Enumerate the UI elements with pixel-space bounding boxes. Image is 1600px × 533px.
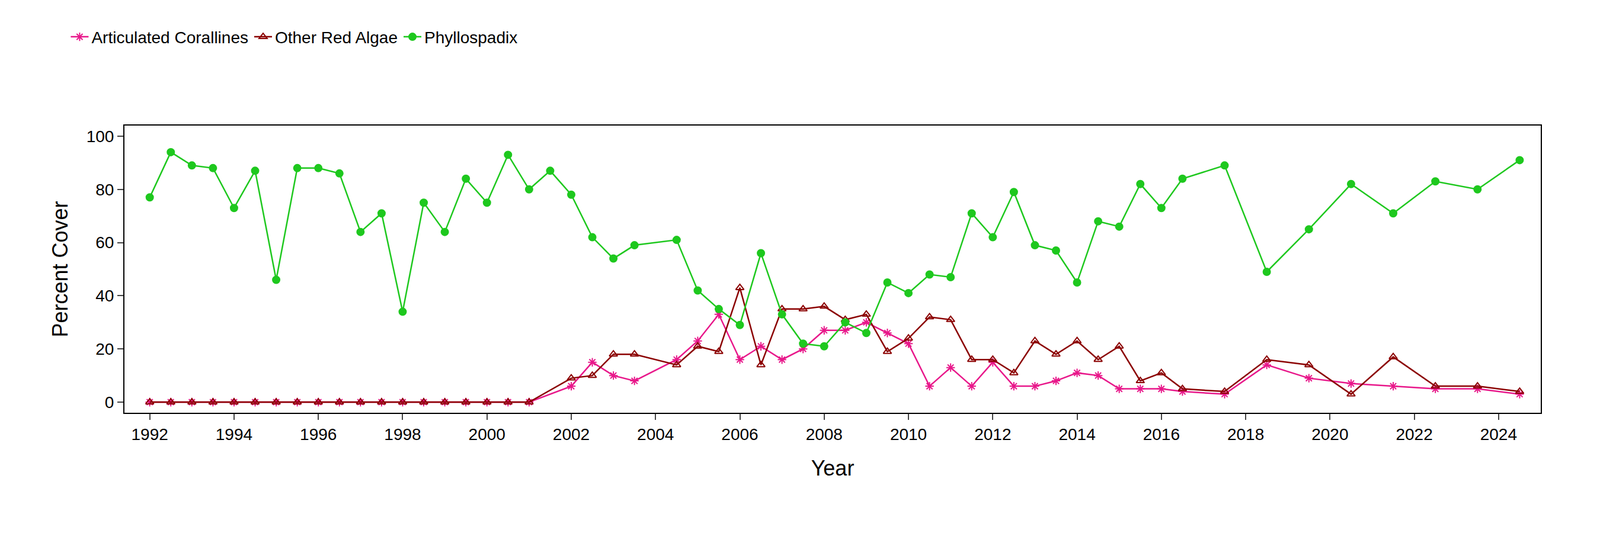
svg-text:1994: 1994	[215, 425, 253, 444]
svg-text:60: 60	[95, 233, 114, 252]
svg-text:2024: 2024	[1480, 425, 1518, 444]
svg-text:2022: 2022	[1395, 425, 1433, 444]
svg-text:2012: 2012	[974, 425, 1011, 444]
svg-text:2006: 2006	[721, 425, 758, 444]
svg-text:1996: 1996	[299, 425, 337, 444]
svg-text:2004: 2004	[637, 425, 674, 444]
svg-text:Other Red Algae: Other Red Algae	[274, 28, 398, 47]
svg-text:100: 100	[86, 127, 115, 146]
svg-text:80: 80	[95, 180, 114, 200]
svg-text:0: 0	[104, 393, 115, 412]
svg-text:2016: 2016	[1143, 425, 1180, 444]
svg-text:2010: 2010	[890, 425, 927, 444]
svg-text:2020: 2020	[1311, 425, 1349, 444]
svg-text:2008: 2008	[805, 425, 843, 444]
svg-text:40: 40	[95, 286, 114, 306]
svg-text:Articulated Corallines: Articulated Corallines	[91, 28, 249, 47]
svg-text:2002: 2002	[552, 425, 590, 444]
svg-text:Year: Year	[811, 456, 855, 481]
svg-text:2018: 2018	[1227, 425, 1264, 444]
svg-text:Percent Cover: Percent Cover	[48, 200, 73, 338]
svg-text:2000: 2000	[468, 425, 506, 444]
svg-text:1998: 1998	[384, 425, 421, 444]
svg-text:20: 20	[95, 340, 114, 359]
svg-text:2014: 2014	[1058, 425, 1096, 444]
svg-text:1992: 1992	[131, 425, 169, 444]
svg-text:Phyllospadix: Phyllospadix	[424, 28, 518, 47]
